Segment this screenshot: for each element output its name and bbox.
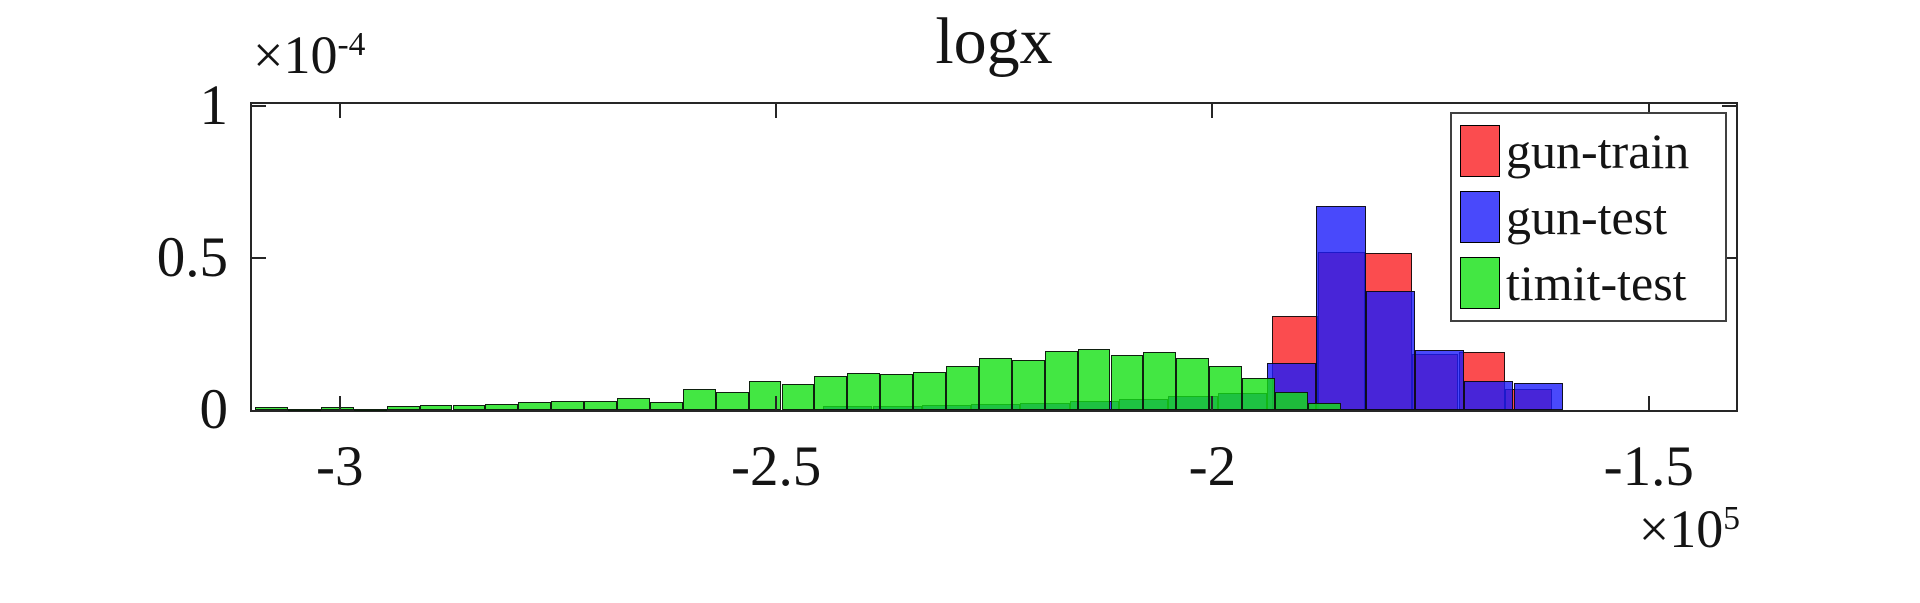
- legend-label-gun-train: gun-train: [1506, 123, 1690, 179]
- histogram-bar-timit-test: [1307, 403, 1341, 410]
- x-tick-label: -1.5: [1603, 435, 1694, 498]
- y-offset-exponent: -4: [337, 25, 366, 63]
- histogram-bar-timit-test: [781, 384, 815, 410]
- y-tick-label: 1: [199, 73, 229, 137]
- histogram-bar-timit-test: [1209, 365, 1243, 410]
- histogram-bar-timit-test: [518, 401, 552, 410]
- histogram-bar-timit-test: [1143, 352, 1177, 410]
- histogram-bar-timit-test: [452, 404, 486, 410]
- x-tick-label: -2.5: [730, 435, 822, 498]
- y-tick-mark: [252, 105, 266, 107]
- x-tick-mark: [1211, 396, 1214, 410]
- histogram-bar-timit-test: [1011, 360, 1045, 410]
- histogram-bar-timit-test: [913, 372, 946, 410]
- histogram-bar-timit-test: [1110, 354, 1144, 410]
- histogram-bar-timit-test: [880, 374, 914, 410]
- x-tick-mark: [775, 104, 778, 118]
- histogram-bar-timit-test: [814, 375, 848, 410]
- histogram-bar-timit-test: [682, 388, 716, 410]
- legend-label-timit-test: timit-test: [1506, 255, 1687, 311]
- histogram-bar-timit-test: [649, 401, 683, 410]
- x-tick-mark: [338, 104, 341, 118]
- x-offset-exponent: 5: [1723, 499, 1740, 537]
- histogram-bar-timit-test: [386, 406, 420, 410]
- legend: gun-train gun-test timit-test: [1450, 112, 1727, 322]
- legend-item-timit-test: timit-test: [1460, 252, 1719, 314]
- x-tick-mark: [1647, 396, 1650, 410]
- x-tick-mark: [338, 396, 341, 410]
- histogram-bar-gun-test: [1316, 206, 1366, 410]
- histogram-bar-gun-test: [1513, 382, 1563, 410]
- histogram-bar-timit-test: [1044, 350, 1078, 410]
- legend-item-gun-train: gun-train: [1460, 120, 1719, 182]
- histogram-bar-timit-test: [1176, 357, 1210, 410]
- histogram-bar-timit-test: [353, 409, 387, 412]
- histogram-bar-gun-test: [1365, 291, 1415, 410]
- x-tick-label: -3: [316, 435, 364, 498]
- x-tick-mark: [775, 396, 778, 410]
- y-tick-label: 0: [199, 378, 229, 441]
- histogram-bar-timit-test: [978, 358, 1012, 410]
- histogram-bar-timit-test: [715, 391, 749, 410]
- histogram-bar-timit-test: [1275, 391, 1308, 410]
- x-tick-mark: [1647, 104, 1650, 118]
- histogram-bar-timit-test: [847, 373, 881, 410]
- histogram-bar-gun-test: [1464, 381, 1514, 410]
- histogram-bar-timit-test: [485, 404, 519, 410]
- histogram-bar-gun-test: [1414, 349, 1465, 410]
- histogram-bar-timit-test: [1077, 349, 1111, 410]
- legend-label-gun-test: gun-test: [1506, 189, 1668, 245]
- x-axis-offset-label: ×105: [1545, 500, 1740, 566]
- histogram-bar-timit-test: [1242, 377, 1275, 410]
- histogram-bar-timit-test: [320, 407, 354, 410]
- y-tick-mark: [252, 257, 266, 259]
- chart-title: logx: [935, 5, 1053, 78]
- histogram-bar-timit-test: [288, 409, 321, 412]
- x-tick-label: -2: [1188, 435, 1237, 498]
- histogram-bar-timit-test: [946, 365, 979, 410]
- histogram-bar-timit-test: [551, 400, 585, 410]
- y-tick-mark: [1722, 257, 1736, 259]
- y-axis-offset-label: ×10-4: [253, 26, 365, 92]
- legend-swatch-gun-test: [1460, 191, 1500, 243]
- y-offset-base: ×10: [253, 25, 338, 85]
- histogram-bar-timit-test: [419, 404, 453, 410]
- legend-swatch-timit-test: [1460, 257, 1500, 309]
- histogram-bar-timit-test: [617, 397, 650, 410]
- y-tick-label: 0.5: [156, 225, 228, 289]
- histogram-bar-timit-test: [584, 400, 617, 410]
- histogram-bar-timit-test: [255, 407, 288, 410]
- x-tick-mark: [1211, 104, 1214, 118]
- x-offset-base: ×10: [1638, 499, 1724, 559]
- legend-item-gun-test: gun-test: [1460, 186, 1719, 248]
- legend-swatch-gun-train: [1460, 125, 1500, 177]
- y-tick-mark: [1722, 105, 1736, 107]
